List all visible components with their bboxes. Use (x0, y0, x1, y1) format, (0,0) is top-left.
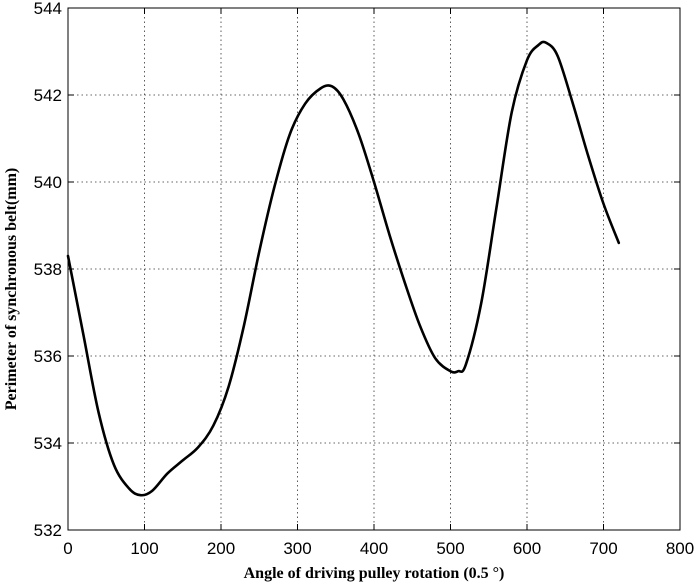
y-axis-title: Perimeter of synchronous belt(mm) (3, 168, 20, 410)
tick-labels: 0 100 200 300 400 500 600 700 800 532 534 536 538 540… (34, 0, 695, 558)
y-tick-label: 540 (34, 173, 62, 192)
x-tick-label: 400 (360, 539, 388, 558)
grid (68, 8, 680, 530)
x-tick-label: 0 (63, 539, 72, 558)
ticks (67, 7, 681, 531)
x-tick-label: 300 (283, 539, 311, 558)
y-tick-label: 538 (34, 260, 62, 279)
y-tick-label: 544 (34, 0, 62, 18)
x-axis-title: Angle of driving pulley rotation (0.5 °) (244, 565, 505, 582)
x-tick-label: 100 (130, 539, 158, 558)
x-tick-label: 700 (589, 539, 617, 558)
series-line (66, 40, 621, 497)
y-tick-label: 536 (34, 347, 62, 366)
series-layer (66, 40, 621, 497)
x-tick-label: 500 (436, 539, 464, 558)
y-tick-label: 532 (34, 521, 62, 540)
x-tick-label: 800 (666, 539, 694, 558)
x-tick-label: 600 (513, 539, 541, 558)
y-tick-label: 542 (34, 86, 62, 105)
y-tick-label: 534 (34, 434, 62, 453)
x-tick-label: 200 (207, 539, 235, 558)
